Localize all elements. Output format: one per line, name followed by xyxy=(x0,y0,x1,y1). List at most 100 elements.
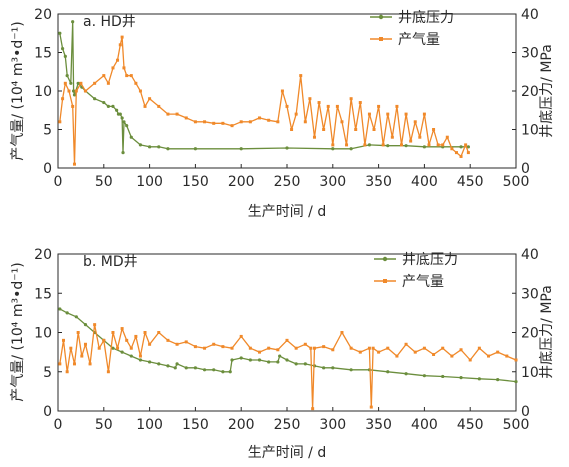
x-tick-label: 350 xyxy=(365,417,392,433)
data-point xyxy=(72,93,77,97)
data-point xyxy=(134,81,138,85)
data-point xyxy=(157,362,161,366)
data-point xyxy=(312,135,316,139)
data-point xyxy=(63,54,67,58)
data-point xyxy=(285,104,289,108)
data-point xyxy=(221,121,225,125)
data-point xyxy=(459,376,463,380)
data-point xyxy=(418,135,422,139)
data-point xyxy=(93,97,97,101)
data-point xyxy=(203,120,207,124)
series-layer xyxy=(58,20,470,166)
data-point xyxy=(386,346,390,350)
data-point xyxy=(454,151,458,155)
data-point xyxy=(317,101,321,105)
data-point xyxy=(496,378,500,382)
ticks-layer: 0 50 100 150 200 250 300 350 400 450 5000510152001… xyxy=(34,7,539,190)
data-point xyxy=(97,346,101,350)
data-point xyxy=(422,112,426,116)
data-point xyxy=(148,342,152,346)
x-tick-label: 350 xyxy=(365,174,392,190)
y-left-tick-label: 20 xyxy=(34,247,52,263)
data-point xyxy=(294,362,298,366)
y-left-tick-label: 0 xyxy=(43,404,52,420)
data-point xyxy=(358,350,362,354)
data-point xyxy=(129,74,133,78)
data-point xyxy=(228,370,232,374)
data-point xyxy=(138,354,142,358)
data-point xyxy=(67,89,71,93)
y-right-tick-label: 20 xyxy=(521,326,539,342)
legend-label: 产气量 xyxy=(398,32,440,48)
panel-title: b. MD井 xyxy=(83,254,138,270)
y-left-tick-label: 15 xyxy=(34,286,52,302)
data-point xyxy=(173,366,177,370)
data-point xyxy=(72,362,76,366)
data-point xyxy=(422,374,426,378)
x-tick-label: 200 xyxy=(228,174,255,190)
data-point xyxy=(120,35,124,39)
data-point xyxy=(349,368,353,372)
data-point xyxy=(106,81,110,85)
x-tick-label: 500 xyxy=(503,174,530,190)
data-point xyxy=(441,143,445,147)
data-point xyxy=(121,151,125,155)
legend-label: 产气量 xyxy=(402,274,444,290)
data-point xyxy=(221,370,225,374)
data-point xyxy=(450,147,454,151)
data-point xyxy=(441,374,445,379)
data-point xyxy=(138,89,142,93)
data-point xyxy=(331,147,335,151)
y-left-tick-label: 10 xyxy=(34,84,52,100)
data-point xyxy=(404,342,408,346)
data-point xyxy=(116,346,120,350)
data-point xyxy=(258,116,262,120)
data-point xyxy=(496,350,500,354)
data-point xyxy=(83,89,87,93)
data-point xyxy=(63,81,67,85)
data-point xyxy=(354,128,358,131)
y-right-tick-label: 40 xyxy=(521,7,539,23)
data-point xyxy=(212,342,216,346)
data-point xyxy=(322,128,326,131)
y-right-tick-label: 0 xyxy=(521,161,530,177)
series-line-pressure xyxy=(59,308,517,383)
data-point xyxy=(76,81,80,85)
data-point xyxy=(312,346,316,350)
data-point xyxy=(267,346,271,350)
data-point xyxy=(157,145,161,149)
data-point xyxy=(367,143,372,147)
data-point xyxy=(390,135,394,139)
series-layer xyxy=(58,307,518,411)
data-point xyxy=(193,345,197,349)
legend-swatch-marker xyxy=(378,14,384,20)
y-right-tick-label: 10 xyxy=(521,123,539,139)
data-point xyxy=(230,358,234,362)
data-point xyxy=(413,350,417,354)
y-axis-right-label: 井底压力/ MPa xyxy=(539,44,555,138)
data-point xyxy=(74,89,78,93)
x-tick-label: 300 xyxy=(319,174,346,190)
data-point xyxy=(134,334,138,338)
y-right-tick-label: 20 xyxy=(521,84,539,100)
data-point xyxy=(69,346,73,350)
legend-swatch-marker xyxy=(383,279,387,283)
data-point xyxy=(93,323,97,327)
data-point xyxy=(93,81,97,85)
data-point xyxy=(441,346,445,350)
data-point xyxy=(459,154,463,158)
y-left-tick-label: 20 xyxy=(34,7,52,23)
y-left-tick-label: 15 xyxy=(34,46,52,62)
data-point xyxy=(83,323,88,327)
panel-md-well: b. MD井 生产时间 / d 产气量/ (10⁴ m³•d⁻¹) 井底压力/ … xyxy=(10,247,555,461)
data-point xyxy=(248,358,252,362)
data-point xyxy=(239,147,243,151)
data-point xyxy=(464,143,468,147)
x-tick-label: 100 xyxy=(136,417,163,433)
data-point xyxy=(308,97,312,101)
y-left-tick-label: 10 xyxy=(34,326,52,342)
data-point xyxy=(248,346,252,350)
data-point xyxy=(193,120,197,124)
x-tick-label: 450 xyxy=(457,417,484,433)
